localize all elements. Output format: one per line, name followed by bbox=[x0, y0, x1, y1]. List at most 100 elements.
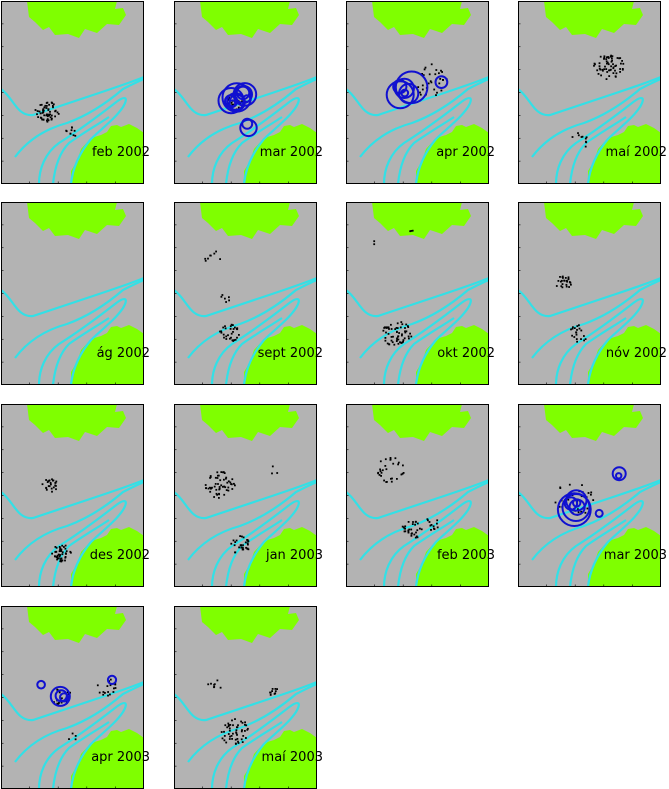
land-south bbox=[71, 729, 144, 789]
depth-contour bbox=[14, 77, 144, 158]
earthquake-event bbox=[232, 328, 235, 330]
earthquake-event bbox=[244, 730, 246, 732]
depth-contour bbox=[531, 77, 661, 158]
large-event-circle bbox=[106, 674, 118, 686]
depth-contour bbox=[37, 298, 127, 385]
earthquake-event bbox=[567, 498, 570, 501]
earthquake-event bbox=[245, 546, 247, 549]
earthquake-event bbox=[429, 524, 432, 527]
earthquake-event bbox=[51, 117, 53, 120]
earthquake-event bbox=[390, 477, 392, 480]
land-south bbox=[588, 325, 661, 385]
earthquake-event bbox=[64, 556, 67, 559]
earthquake-event bbox=[72, 134, 75, 137]
depth-contour bbox=[382, 298, 472, 385]
earthquake-event bbox=[221, 737, 224, 740]
earthquake-event bbox=[230, 332, 233, 335]
earthquake-event bbox=[411, 523, 414, 525]
map-plot bbox=[174, 404, 317, 587]
earthquake-event bbox=[233, 339, 236, 341]
earthquake-event bbox=[402, 464, 404, 467]
earthquake-event bbox=[234, 326, 236, 329]
earthquake-event bbox=[577, 508, 579, 511]
earthquake-event bbox=[607, 57, 610, 59]
earthquake-event bbox=[214, 483, 217, 485]
earthquake-event bbox=[427, 82, 430, 85]
depth-contour bbox=[396, 116, 455, 184]
earthquake-event bbox=[232, 103, 235, 106]
earthquake-event bbox=[384, 458, 387, 461]
earthquake-event bbox=[416, 536, 419, 539]
earthquake-event bbox=[420, 528, 423, 531]
earthquake-event bbox=[102, 691, 105, 693]
panel-frame bbox=[518, 404, 661, 587]
earthquake-event bbox=[106, 685, 109, 687]
earthquake-event bbox=[571, 327, 574, 330]
earthquake-event bbox=[235, 539, 238, 542]
earthquake-event bbox=[412, 521, 414, 523]
earthquake-event bbox=[51, 490, 53, 493]
earthquake-event bbox=[576, 325, 579, 327]
land-south bbox=[588, 527, 661, 587]
earthquake-event bbox=[396, 337, 398, 340]
earthquake-event bbox=[223, 485, 226, 488]
earthquake-event bbox=[580, 329, 583, 332]
earthquake-event bbox=[230, 102, 233, 104]
earthquake-event bbox=[435, 69, 438, 71]
map-plot bbox=[518, 202, 661, 385]
earthquake-event bbox=[567, 278, 570, 280]
earthquake-event bbox=[218, 488, 221, 491]
earthquake-event bbox=[583, 335, 585, 337]
large-event-circle bbox=[572, 498, 582, 508]
earthquake-event bbox=[399, 326, 402, 329]
earthquake-event bbox=[604, 65, 606, 68]
earthquake-event bbox=[607, 56, 609, 58]
earthquake-event bbox=[228, 738, 231, 740]
panel-frame bbox=[518, 202, 661, 385]
earthquake-event bbox=[74, 134, 77, 137]
earthquake-event bbox=[379, 460, 382, 463]
map-panel: maí 2003 bbox=[174, 606, 323, 789]
earthquake-event bbox=[598, 67, 601, 70]
earthquake-event bbox=[407, 335, 410, 338]
earthquake-event bbox=[234, 718, 236, 720]
earthquake-event bbox=[402, 472, 405, 474]
earthquake-event bbox=[395, 340, 398, 342]
earthquake-event bbox=[384, 339, 387, 342]
earthquake-event bbox=[409, 230, 412, 233]
earthquake-event bbox=[419, 93, 422, 96]
earthquake-event bbox=[220, 295, 223, 298]
earthquake-event bbox=[242, 546, 244, 549]
earthquake-event bbox=[413, 533, 416, 536]
depth-contour bbox=[174, 680, 317, 722]
earthquake-event bbox=[74, 738, 77, 741]
earthquake-event bbox=[240, 546, 243, 549]
map-panel: des 2002 bbox=[1, 404, 150, 587]
earthquake-event bbox=[566, 280, 568, 283]
depth-contour bbox=[382, 97, 472, 184]
earthquake-event bbox=[560, 280, 562, 283]
earthquake-event bbox=[411, 229, 414, 232]
earthquake-event bbox=[220, 731, 223, 733]
earthquake-event bbox=[40, 103, 43, 106]
earthquake-event bbox=[36, 110, 39, 112]
earthquake-event bbox=[222, 333, 225, 336]
earthquake-event bbox=[231, 104, 234, 106]
earthquake-event bbox=[217, 483, 219, 485]
earthquake-event bbox=[107, 694, 109, 697]
depth-contour bbox=[359, 77, 489, 158]
earthquake-event bbox=[222, 326, 225, 329]
large-event-circle bbox=[434, 75, 449, 89]
depth-contour bbox=[210, 702, 300, 789]
earthquake-event bbox=[393, 343, 396, 346]
earthquake-event bbox=[48, 114, 50, 117]
earthquake-event bbox=[381, 469, 384, 472]
earthquake-event bbox=[226, 481, 229, 484]
earthquake-event bbox=[605, 78, 608, 80]
earthquake-event bbox=[401, 334, 403, 337]
earthquake-event bbox=[611, 57, 613, 60]
earthquake-event bbox=[55, 556, 58, 558]
panel-frame bbox=[1, 404, 144, 587]
large-event-circle bbox=[563, 496, 579, 511]
earthquake-event bbox=[388, 343, 390, 346]
